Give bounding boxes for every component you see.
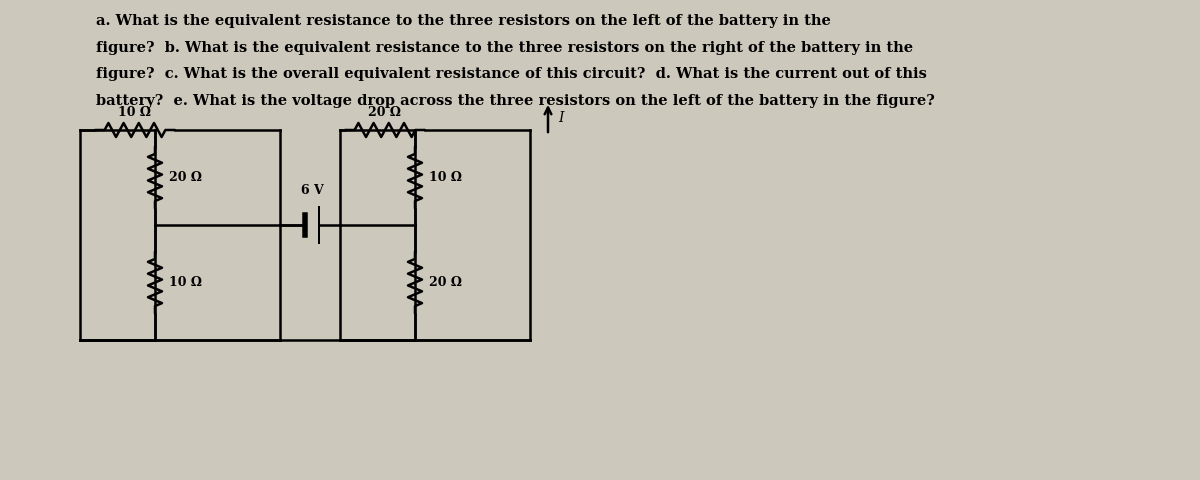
Text: 10 Ω: 10 Ω [430,171,462,184]
Text: a. What is the equivalent resistance to the three resistors on the left of the b: a. What is the equivalent resistance to … [96,14,830,28]
Text: battery?  e. What is the voltage drop across the three resistors on the left of : battery? e. What is the voltage drop acr… [96,94,935,108]
Text: figure?  c. What is the overall equivalent resistance of this circuit?  d. What : figure? c. What is the overall equivalen… [96,67,926,81]
Text: 20 Ω: 20 Ω [430,276,462,289]
Text: figure?  b. What is the equivalent resistance to the three resistors on the righ: figure? b. What is the equivalent resist… [96,41,913,55]
Text: 20 Ω: 20 Ω [169,171,202,184]
Text: I: I [558,111,564,125]
Text: 20 Ω: 20 Ω [368,106,402,119]
Text: 6 V: 6 V [301,184,323,197]
Text: 10 Ω: 10 Ω [169,276,202,289]
Text: 10 Ω: 10 Ω [119,106,151,119]
